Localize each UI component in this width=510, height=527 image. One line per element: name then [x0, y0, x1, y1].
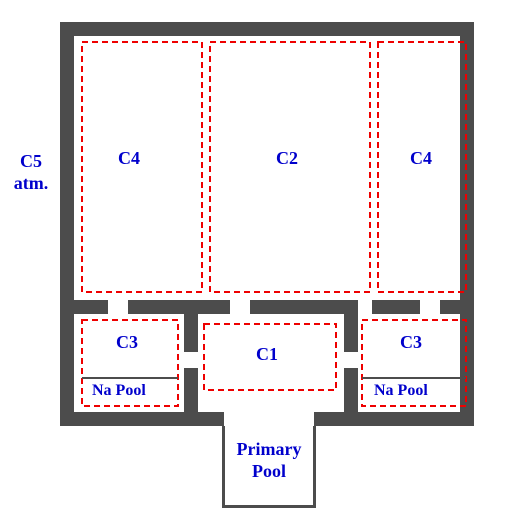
divider-seg-3	[372, 300, 420, 314]
vwall-0-top	[184, 300, 198, 352]
primary-pool-label: Primary Pool	[222, 438, 316, 482]
primary-pool-label-line1: Primary	[237, 439, 302, 459]
dashed-upper-0	[82, 42, 202, 292]
lower-c3-left-label: C3	[116, 332, 138, 353]
env-label-line1: C5	[20, 151, 42, 171]
divider-seg-2	[250, 300, 352, 314]
vwall-1-top	[344, 300, 358, 352]
na-pool-left-label: Na Pool	[92, 382, 146, 400]
divider-seg-0	[74, 300, 108, 314]
wall-bottom-left	[60, 412, 224, 426]
primary-pool-label-line2: Pool	[252, 461, 286, 481]
wall-left	[60, 22, 74, 426]
divider-seg-1	[128, 300, 230, 314]
env-label-line2: atm.	[14, 173, 49, 193]
vwall-1-bot	[344, 368, 358, 412]
upper-c2-label: C2	[276, 148, 298, 169]
upper-c4-right-label: C4	[410, 148, 432, 169]
wall-bottom-right	[314, 412, 474, 426]
lower-c3-right-label: C3	[400, 332, 422, 353]
vwall-0-bot	[184, 368, 198, 412]
lower-c1-label: C1	[256, 344, 278, 365]
wall-top	[60, 22, 474, 36]
divider-seg-end	[440, 300, 460, 314]
primary-pool-bottom	[222, 505, 316, 508]
env-label: C5 atm.	[6, 150, 56, 194]
na-pool-right-label: Na Pool	[374, 382, 428, 400]
upper-c4-left-label: C4	[118, 148, 140, 169]
